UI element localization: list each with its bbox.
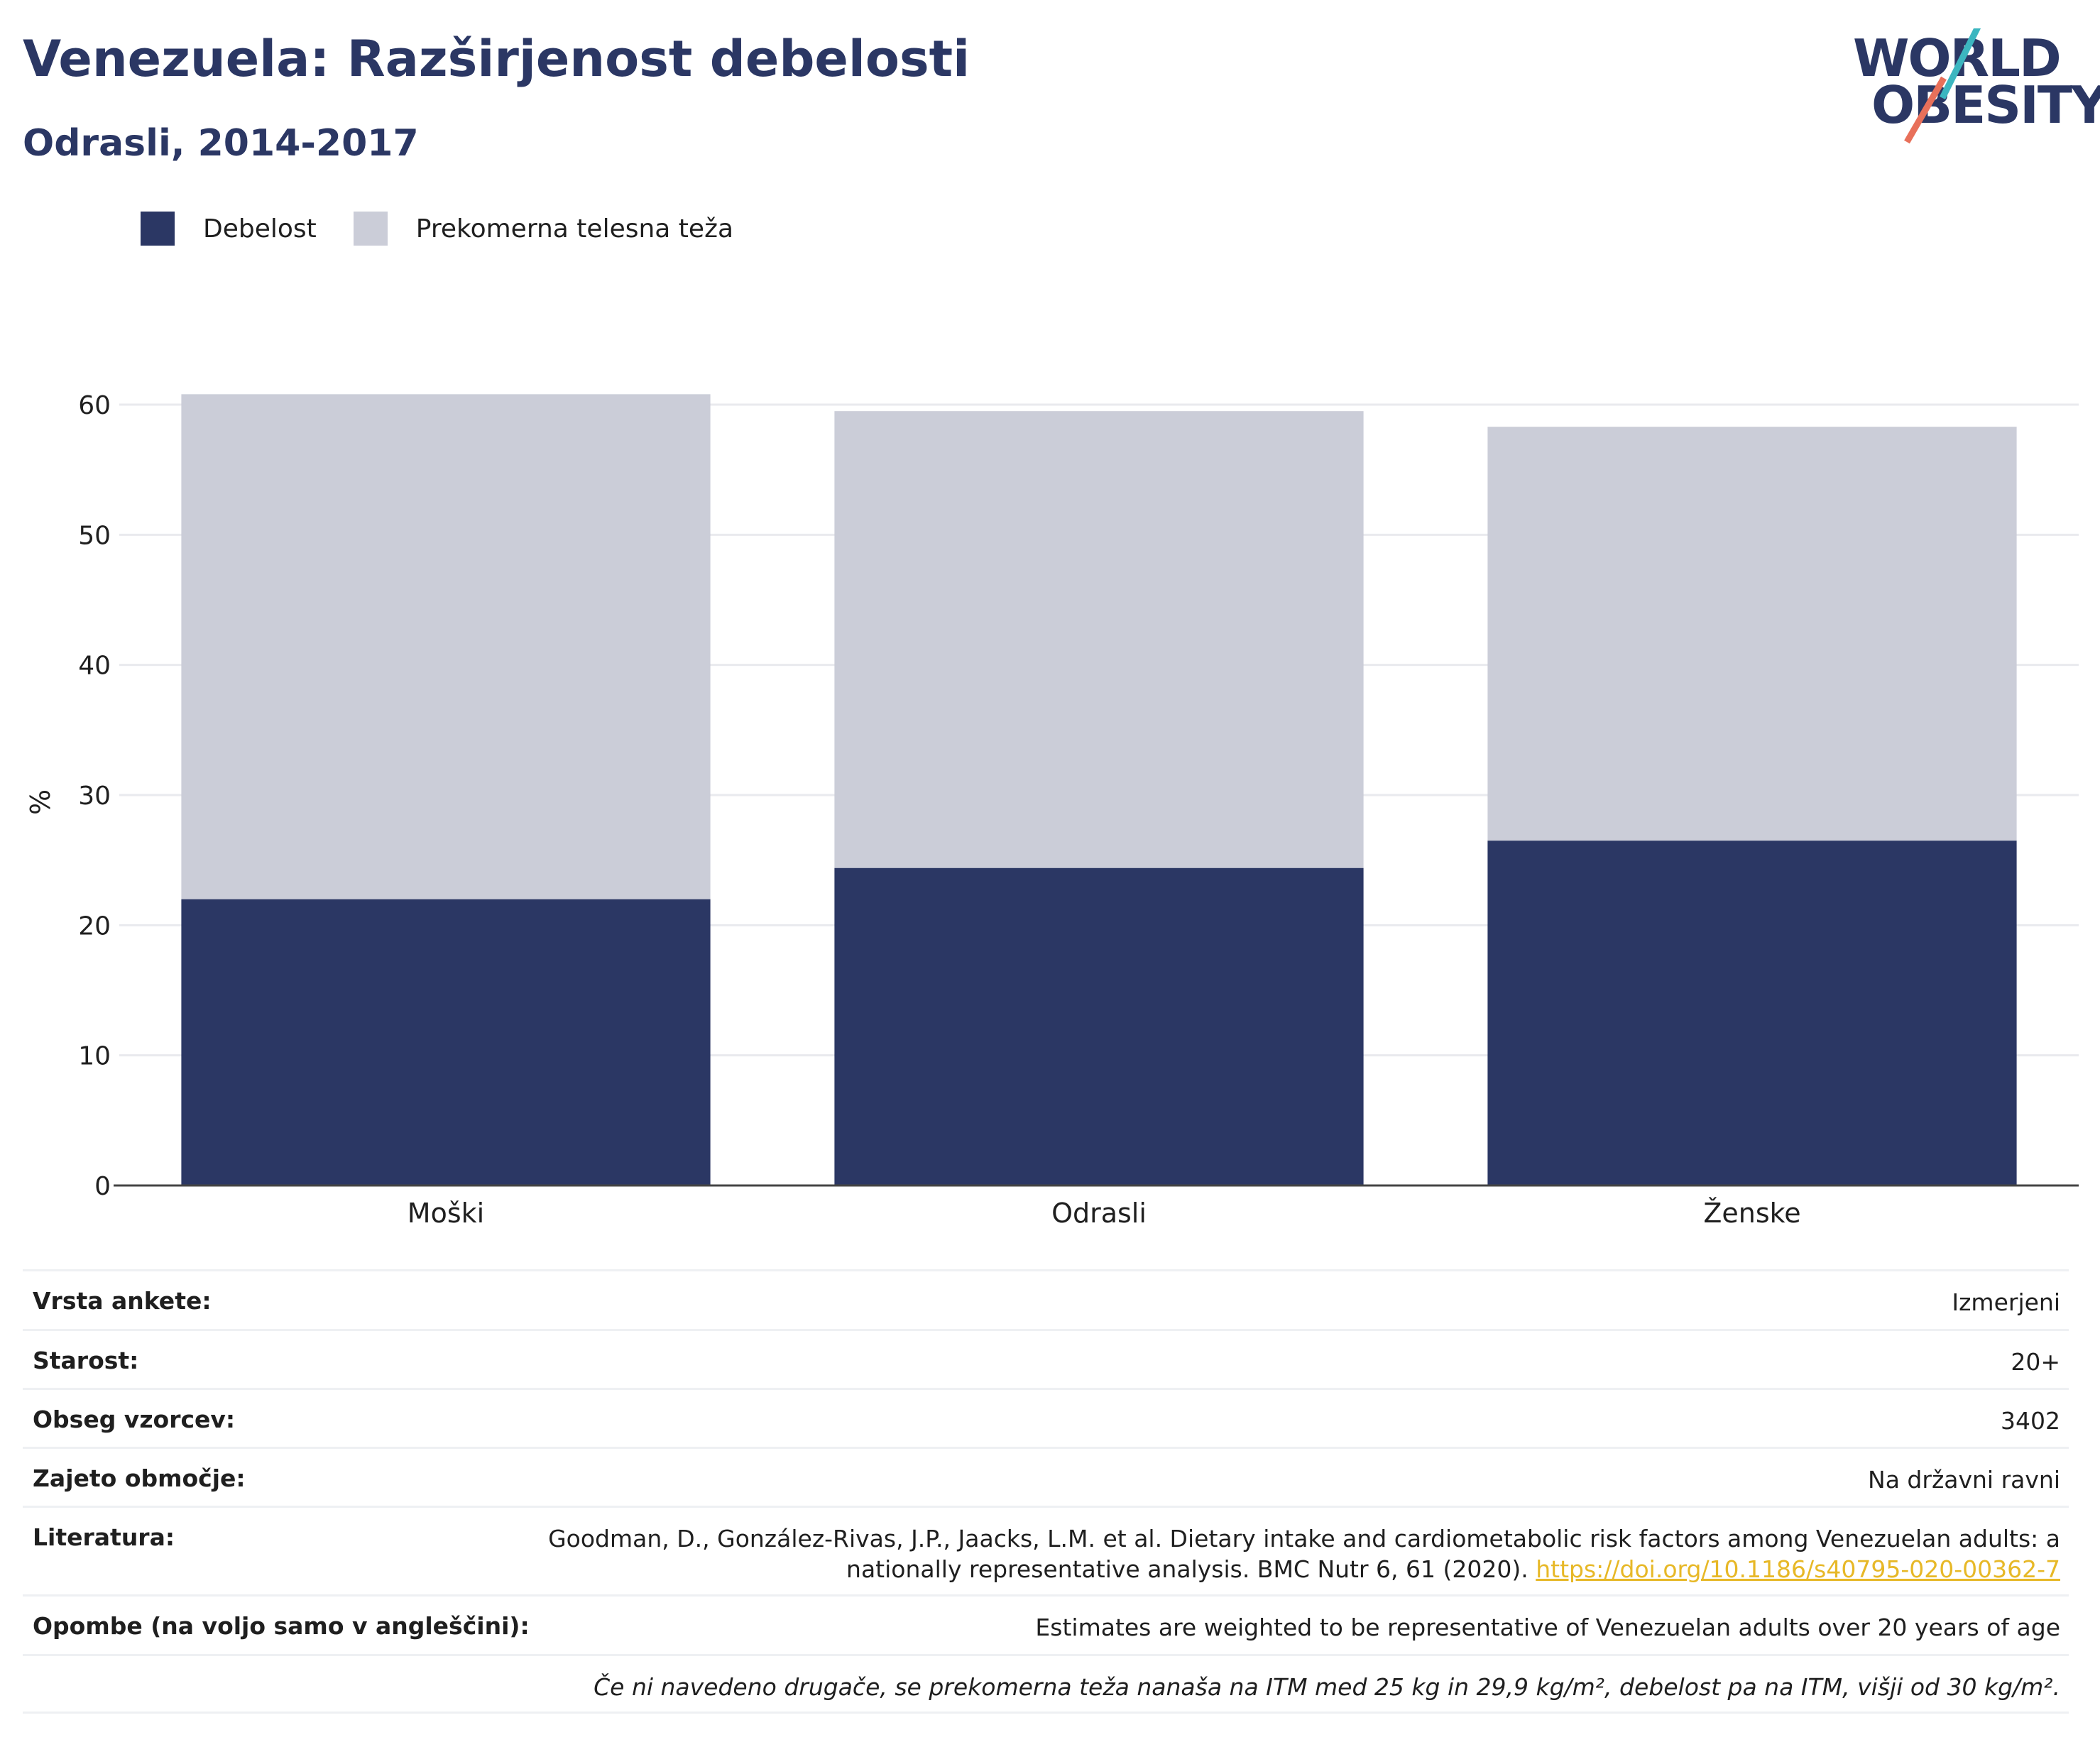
x-tick-label: Moški	[408, 1198, 484, 1229]
bar-overweight	[1487, 427, 2017, 841]
stacked-bar-chart: 0 10 20 30 40 50 60% Moški Odrasli Ženske	[25, 391, 2079, 1229]
bar-obesity	[181, 899, 711, 1185]
legend-swatch-obesity	[141, 212, 175, 246]
meta-value-sample: 3402	[2001, 1407, 2060, 1435]
y-tick-label: 60	[78, 391, 111, 420]
x-tick-label: Odrasli	[1051, 1198, 1147, 1229]
literature-line-2: nationally representative analysis. BMC …	[846, 1555, 1528, 1583]
meta-value-coverage: Na državni ravni	[1868, 1466, 2060, 1494]
literature-line-1: Goodman, D., González-Rivas, J.P., Jaack…	[548, 1525, 2060, 1552]
meta-row-literature: Literatura: Goodman, D., González-Rivas,…	[23, 1506, 2069, 1594]
meta-row-notes: Opombe (na voljo samo v angleščini): Est…	[23, 1594, 2069, 1654]
logo-line-1: WORLD	[1853, 28, 2062, 88]
world-obesity-logo: WORLD OBESITY	[1853, 28, 2100, 149]
meta-key-literature: Literatura:	[33, 1523, 175, 1551]
y-tick-label: 10	[78, 1042, 111, 1071]
meta-row-survey-type: Vrsta ankete: Izmerjeni	[23, 1269, 2069, 1329]
meta-key-coverage: Zajeto območje:	[33, 1464, 246, 1492]
meta-row-sample: Obseg vzorcev: 3402	[23, 1388, 2069, 1447]
y-tick-label: 40	[78, 652, 111, 681]
meta-value-notes: Estimates are weighted to be representat…	[1035, 1614, 2060, 1641]
x-tick-label: Ženske	[1703, 1198, 1800, 1229]
bar-obesity	[834, 867, 1364, 1185]
meta-value-literature: Goodman, D., González-Rivas, J.P., Jaack…	[548, 1523, 2060, 1584]
literature-doi-link[interactable]: https://doi.org/10.1186/s40795-020-00362…	[1536, 1555, 2060, 1583]
meta-row-footnote: Če ni navedeno drugače, se prekomerna te…	[23, 1654, 2069, 1714]
meta-key-age: Starost:	[33, 1347, 139, 1374]
legend: Debelost Prekomerna telesna teža	[141, 210, 770, 247]
chart-title: Venezuela: Razširjenost debelosti	[23, 30, 970, 88]
meta-row-coverage: Zajeto območje: Na državni ravni	[23, 1447, 2069, 1506]
meta-key-sample: Obseg vzorcev:	[33, 1406, 236, 1433]
bar-overweight	[834, 411, 1364, 868]
legend-swatch-overweight	[353, 212, 388, 246]
meta-key-survey-type: Vrsta ankete:	[33, 1287, 212, 1315]
bar-obesity	[1487, 840, 2017, 1185]
meta-key-notes: Opombe (na voljo samo v angleščini):	[33, 1612, 530, 1640]
meta-value-survey-type: Izmerjeni	[1952, 1288, 2060, 1316]
y-tick-label: 50	[78, 521, 111, 550]
meta-row-age: Starost: 20+	[23, 1329, 2069, 1388]
bar-overweight	[181, 394, 711, 899]
logo-line-2: OBESITY	[1871, 75, 2100, 135]
footnote-text: Če ni navedeno drugače, se prekomerna te…	[594, 1673, 2060, 1701]
logo-slash-icon	[1904, 28, 1981, 144]
y-tick-label: 30	[78, 782, 111, 811]
y-axis-label: %	[25, 789, 56, 815]
y-tick-label: 0	[94, 1172, 111, 1201]
chart-subtitle: Odrasli, 2014-2017	[23, 122, 419, 165]
meta-value-age: 20+	[2011, 1348, 2060, 1376]
y-tick-label: 20	[78, 911, 111, 941]
legend-label-obesity: Debelost	[203, 214, 317, 243]
metadata-table: Vrsta ankete: Izmerjeni Starost: 20+ Obs…	[23, 1269, 2069, 1714]
legend-label-overweight: Prekomerna telesna teža	[415, 214, 734, 243]
